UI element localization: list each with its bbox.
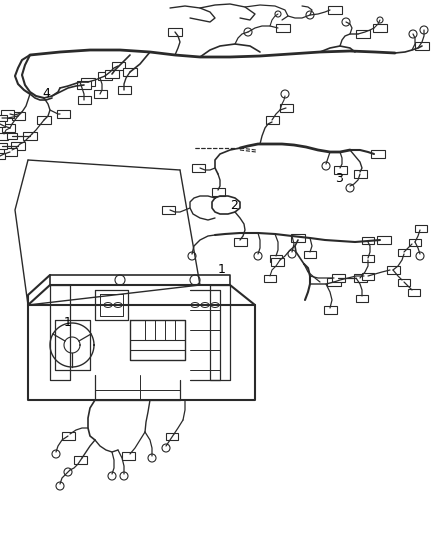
Bar [333,166,346,174]
Bar [271,258,283,266]
Bar [362,254,374,262]
Bar [265,116,279,124]
Bar [7,133,17,139]
Bar [162,206,174,214]
Bar [386,266,399,274]
Bar [212,188,225,196]
Bar [0,121,5,127]
Bar [4,148,17,156]
Bar [112,62,124,70]
Bar [105,70,119,78]
Bar [1,124,14,132]
Text: 3: 3 [336,172,343,185]
Bar [61,432,74,440]
Bar [11,112,25,120]
Text: 1: 1 [217,263,225,276]
Text: 2: 2 [230,199,238,212]
Bar [279,104,293,112]
Bar [123,68,137,76]
Bar [0,153,5,159]
Text: 1: 1 [64,316,72,329]
Bar [0,115,7,121]
Bar [415,224,427,231]
Bar [409,238,421,246]
Bar [98,72,112,80]
Bar [270,254,282,262]
Bar [373,24,387,32]
Bar [291,234,305,242]
Bar [37,116,51,124]
Bar [81,78,95,86]
Bar [166,432,178,440]
Bar [11,142,25,150]
Bar [57,110,70,118]
Bar [23,132,37,140]
Bar [327,278,341,286]
Bar [324,306,336,314]
Bar [371,150,385,158]
Bar [264,274,276,281]
Bar [356,30,370,38]
Bar [398,248,410,255]
Bar [93,90,106,98]
Bar [0,110,14,118]
Bar [168,28,182,36]
Bar [332,274,345,282]
Bar [356,295,368,302]
Text: 4: 4 [42,87,50,100]
Bar [233,238,247,246]
Bar [328,6,342,14]
Bar [0,143,7,149]
Bar [78,96,91,104]
Bar [377,236,391,244]
Bar [0,133,8,140]
Bar [77,81,91,89]
Bar [398,279,410,286]
Bar [353,274,367,282]
Bar [415,42,429,50]
Bar [191,164,205,172]
Bar [362,272,374,279]
Bar [353,170,367,178]
Bar [121,452,134,460]
Bar [117,86,131,94]
Bar [362,237,374,244]
Bar [276,24,290,32]
Bar [304,251,316,257]
Bar [74,456,86,464]
Bar [408,288,420,295]
